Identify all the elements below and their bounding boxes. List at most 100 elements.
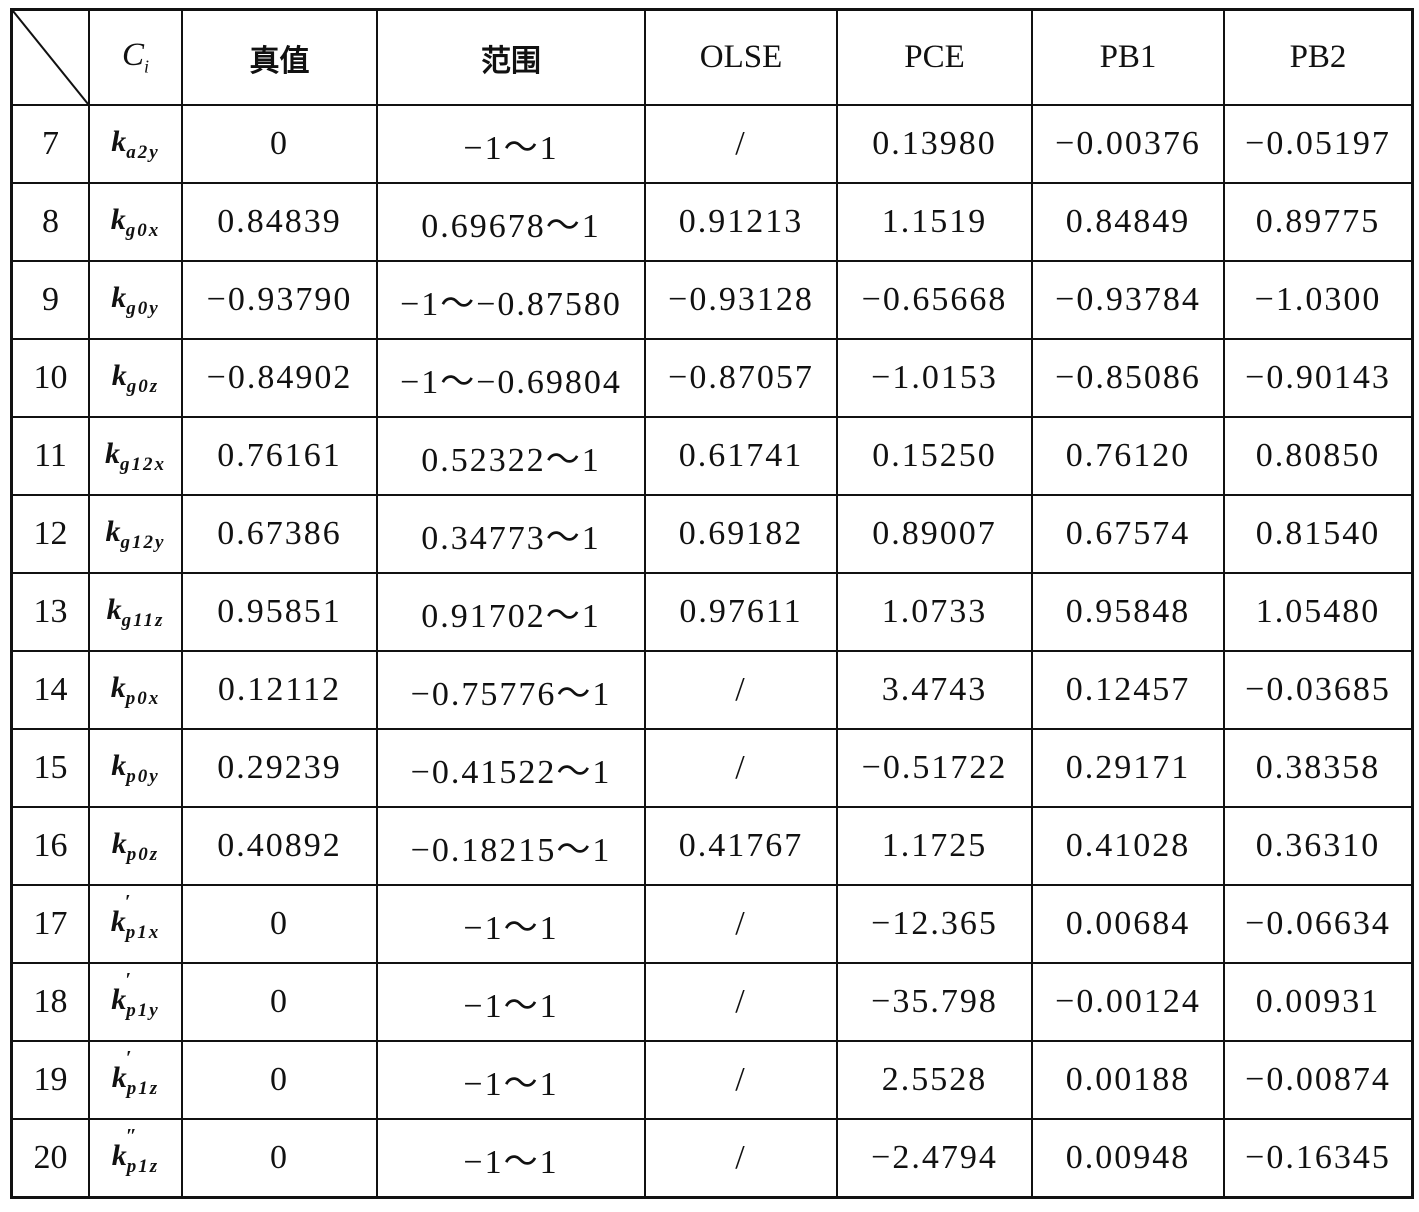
cell-olse: 0.97611: [644, 572, 838, 652]
cell-pce: 1.1519: [836, 182, 1033, 262]
symbol-subscript: g0x: [125, 219, 161, 241]
header-ci: Ci: [88, 8, 183, 106]
cell-range: −1～−0.87580: [376, 260, 646, 340]
cell-range: −1～1: [376, 884, 646, 964]
symbol-base: k: [111, 1138, 127, 1172]
diagonal-corner-cell: [10, 8, 90, 106]
cell-range: 0.91702～1: [376, 572, 646, 652]
cell-pb2: −1.0300: [1223, 260, 1414, 340]
cell-true-value: 0.76161: [181, 416, 378, 496]
table-row: 8 k g0x 0.84839 0.69678～1 0.91213 1.1519 0.8484…: [10, 182, 1414, 262]
row-index: 7: [10, 104, 90, 184]
header-row: Ci 真值 范围 OLSE PCE PB1 PB2: [10, 8, 1414, 106]
cell-pce: 0.13980: [836, 104, 1033, 184]
cell-olse: 0.69182: [644, 494, 838, 574]
symbol-prime: ′: [125, 1046, 132, 1069]
symbol-base: k: [106, 592, 122, 626]
cell-pce: −35.798: [836, 962, 1033, 1042]
parameter-symbol: k p0z: [88, 806, 183, 886]
table-row: 11 k g12x 0.76161 0.52322～1 0.61741 0.15250 0.7…: [10, 416, 1414, 496]
row-index: 9: [10, 260, 90, 340]
symbol-base: k: [111, 280, 127, 314]
cell-pce: −0.65668: [836, 260, 1033, 340]
cell-pb1: −0.00124: [1031, 962, 1225, 1042]
cell-pb2: 0.00931: [1223, 962, 1414, 1042]
header-pce: PCE: [836, 8, 1033, 106]
cell-olse: −0.93128: [644, 260, 838, 340]
cell-pb1: 0.00188: [1031, 1040, 1225, 1120]
table-row: 13 k g11z 0.95851 0.91702～1 0.97611 1.0733 0.95…: [10, 572, 1414, 652]
symbol-base: k: [110, 202, 126, 236]
cell-true-value: 0.12112: [181, 650, 378, 730]
row-index: 18: [10, 962, 90, 1042]
cell-pb2: 0.81540: [1223, 494, 1414, 574]
cell-pce: 1.0733: [836, 572, 1033, 652]
ci-base: C: [121, 37, 144, 74]
cell-pb1: 0.95848: [1031, 572, 1225, 652]
cell-true-value: 0: [181, 1040, 378, 1120]
cell-pb1: 0.84849: [1031, 182, 1225, 262]
parameter-symbol: k ″ p1z: [88, 1118, 183, 1199]
parameter-symbol: k ′ p1x: [88, 884, 183, 964]
cell-true-value: 0.67386: [181, 494, 378, 574]
cell-olse: /: [644, 104, 838, 184]
row-index: 14: [10, 650, 90, 730]
table-row: 17 k ′ p1x 0 −1～1/−12.365 0.00684 −0.06634: [10, 884, 1414, 964]
cell-pb1: 0.29171: [1031, 728, 1225, 808]
parameter-symbol: k g12y: [88, 494, 183, 574]
symbol-subscript: g12x: [120, 453, 166, 475]
symbol-base: k: [105, 436, 120, 470]
parameter-symbol: k p0y: [88, 728, 183, 808]
row-index: 12: [10, 494, 90, 574]
row-index: 13: [10, 572, 90, 652]
cell-true-value: 0: [181, 1118, 378, 1199]
cell-pb1: 0.41028: [1031, 806, 1225, 886]
cell-range: −1～1: [376, 962, 646, 1042]
cell-range: −1～−0.69804: [376, 338, 646, 418]
symbol-subscript: p1y: [126, 999, 160, 1021]
table-row: 10 k g0z −0.84902 −1～−0.69804 −0.87057 −1.0153…: [10, 338, 1414, 418]
cell-true-value: 0.40892: [181, 806, 378, 886]
cell-pb1: 0.12457: [1031, 650, 1225, 730]
cell-range: −0.18215～1: [376, 806, 646, 886]
symbol-subscript: p0y: [126, 765, 160, 787]
row-index: 10: [10, 338, 90, 418]
header-pb2: PB2: [1223, 8, 1414, 106]
parameter-symbol: k g12x: [88, 416, 183, 496]
symbol-subscript: p1x: [125, 921, 161, 943]
cell-range: −1～1: [376, 1040, 646, 1120]
symbol-subscript: p0z: [126, 843, 160, 865]
symbol-prime: ″: [125, 1124, 137, 1147]
ci-sub: i: [144, 56, 150, 77]
parameter-symbol: k g0z: [88, 338, 183, 418]
cell-range: −0.41522～1: [376, 728, 646, 808]
parameter-symbol: k p0x: [88, 650, 183, 730]
table-row: 14 k p0x 0.12112 −0.75776～1/3.4743 0.12457 −0.…: [10, 650, 1414, 730]
symbol-subscript: g0z: [126, 375, 160, 397]
cell-true-value: 0: [181, 104, 378, 184]
cell-olse: /: [644, 884, 838, 964]
cell-pb2: −0.00874: [1223, 1040, 1414, 1120]
cell-olse: /: [644, 1040, 838, 1120]
cell-true-value: −0.84902: [181, 338, 378, 418]
parameter-symbol: k g11z: [88, 572, 183, 652]
cell-range: 0.52322～1: [376, 416, 646, 496]
cell-pb2: −0.05197: [1223, 104, 1414, 184]
parameter-symbol: k a2y: [88, 104, 183, 184]
row-index: 16: [10, 806, 90, 886]
cell-true-value: 0.84839: [181, 182, 378, 262]
cell-true-value: −0.93790: [181, 260, 378, 340]
cell-pb2: −0.03685: [1223, 650, 1414, 730]
cell-pb1: 0.67574: [1031, 494, 1225, 574]
cell-olse: 0.91213: [644, 182, 838, 262]
cell-pb1: 0.76120: [1031, 416, 1225, 496]
cell-pb2: 0.36310: [1223, 806, 1414, 886]
cell-pb2: −0.16345: [1223, 1118, 1414, 1199]
symbol-subscript: p0x: [125, 687, 161, 709]
cell-pb1: −0.85086: [1031, 338, 1225, 418]
table-row: 20 k ″ p1z 0 −1～1/−2.4794 0.00948 −0.16345: [10, 1118, 1414, 1199]
row-index: 8: [10, 182, 90, 262]
cell-pce: −2.4794: [836, 1118, 1033, 1199]
cell-pb2: 0.38358: [1223, 728, 1414, 808]
row-index: 20: [10, 1118, 90, 1199]
